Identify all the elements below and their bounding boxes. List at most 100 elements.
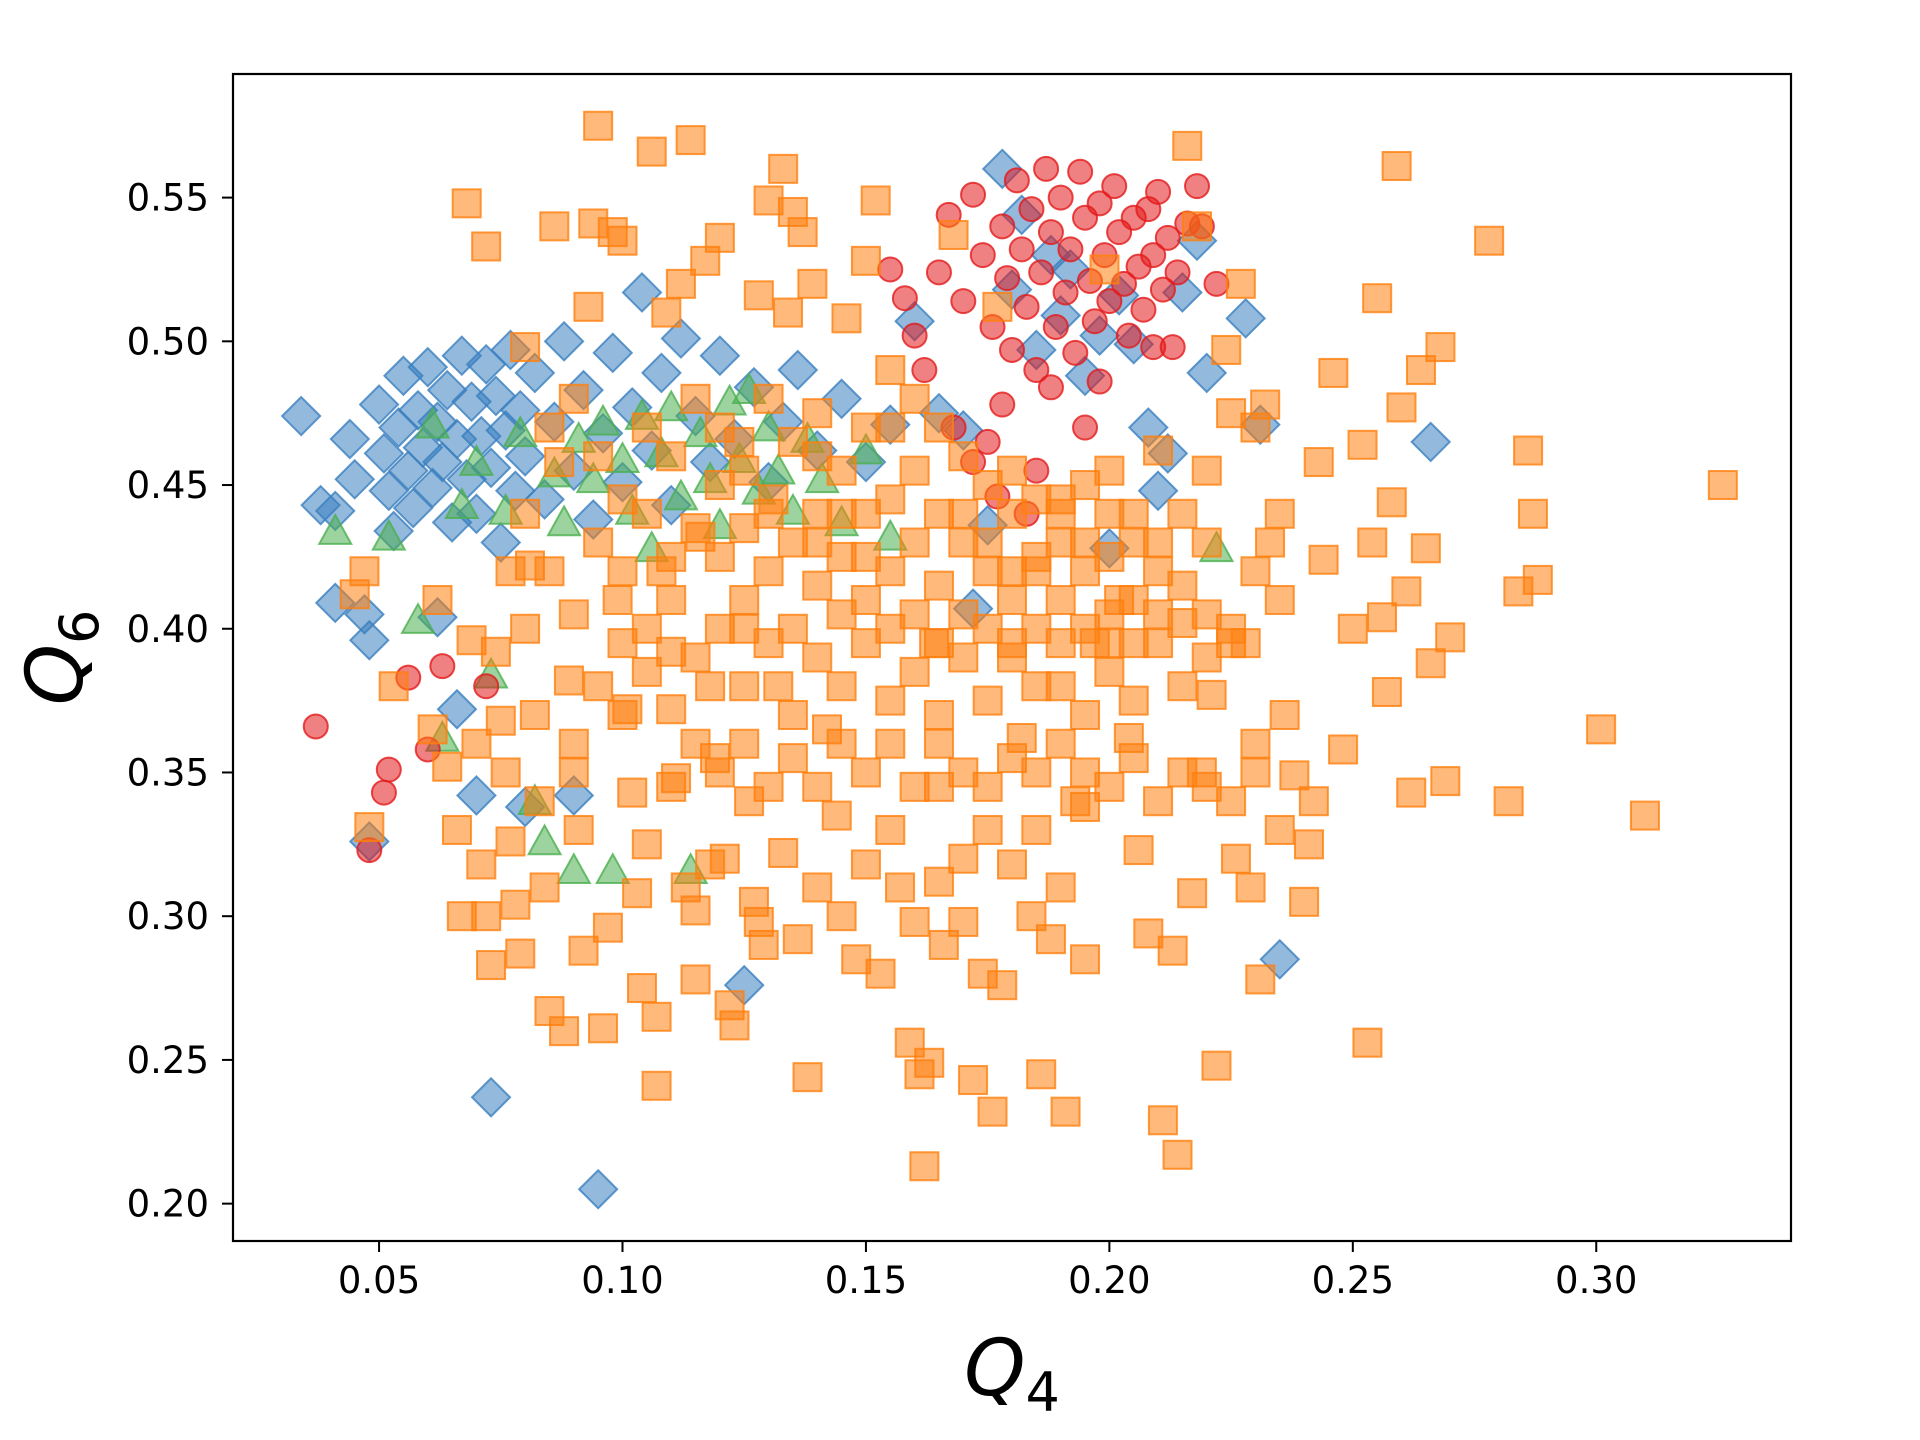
y-axis-label-subscript: 6: [48, 610, 111, 644]
x-axis-ticks: 0.05 0.10 0.15 0.20 0.25 0.30: [338, 1241, 1637, 1302]
y-tick-label: 0.45: [127, 464, 209, 507]
circle-marker: [877, 256, 904, 283]
square-marker: [1050, 1096, 1081, 1127]
square-marker: [777, 527, 808, 558]
square-marker: [948, 498, 979, 529]
square-marker: [1021, 484, 1052, 515]
square-marker: [1021, 541, 1052, 572]
triangle-marker: [502, 415, 538, 448]
square-marker: [631, 656, 662, 687]
square-marker: [656, 771, 687, 802]
square-marker: [948, 599, 979, 630]
y-axis-ticks: 0.20 0.25 0.30 0.35 0.40 0.45 0.50 0.55: [127, 177, 233, 1226]
circle-marker: [1096, 288, 1123, 315]
square-marker: [899, 771, 930, 802]
circle-marker: [302, 713, 329, 740]
square-marker: [1396, 777, 1427, 808]
square-marker: [899, 455, 930, 486]
square-marker: [1094, 771, 1125, 802]
square-marker: [704, 412, 735, 443]
square-marker: [471, 901, 502, 932]
circle-marker: [1023, 357, 1050, 384]
x-axis-label-subscript: 4: [1026, 1361, 1060, 1424]
square-marker: [1045, 484, 1076, 515]
circle-marker: [1042, 313, 1069, 340]
circle-marker: [960, 181, 987, 208]
triangle-marker: [546, 504, 582, 537]
square-marker: [923, 628, 954, 659]
square-marker: [1371, 676, 1402, 707]
square-marker: [1289, 886, 1320, 917]
circle-marker: [375, 756, 402, 783]
square-marker: [972, 527, 1003, 558]
circle-marker: [974, 428, 1001, 455]
square-marker: [417, 714, 448, 745]
square-marker: [729, 728, 760, 759]
circle-marker: [1184, 173, 1211, 200]
square-marker: [826, 728, 857, 759]
square-marker: [1167, 498, 1198, 529]
square-marker: [923, 699, 954, 730]
square-marker: [997, 455, 1027, 486]
square-marker: [802, 642, 833, 673]
square-marker: [680, 513, 711, 544]
circle-marker: [901, 322, 928, 349]
square-marker: [729, 455, 760, 486]
triangle-marker: [872, 518, 908, 551]
data-markers: [280, 110, 1738, 1210]
square-marker: [1045, 671, 1076, 702]
square-marker: [1517, 498, 1548, 529]
square-marker: [626, 973, 657, 1004]
axes-frame: [231, 72, 1793, 1243]
triangle-marker: [556, 852, 592, 885]
square-marker: [743, 280, 774, 311]
square-marker: [1707, 470, 1738, 501]
square-marker: [1240, 757, 1271, 788]
diamond-marker: [363, 433, 405, 474]
plot-area: [280, 110, 1738, 1210]
square-marker: [558, 757, 589, 788]
square-marker: [850, 412, 881, 443]
square-marker: [821, 800, 852, 831]
square-marker: [1430, 766, 1461, 797]
x-tick-label: 0.05: [338, 1259, 420, 1302]
y-tick-label: 0.35: [127, 751, 209, 794]
circle-marker: [1018, 196, 1045, 223]
square-marker: [704, 222, 735, 253]
square-marker: [1191, 642, 1222, 673]
square-marker: [972, 685, 1003, 716]
circle-marker: [1115, 322, 1142, 349]
square-marker: [461, 728, 492, 759]
square-marker: [1220, 843, 1251, 874]
y-axis-label: Q6: [11, 610, 111, 706]
square-marker: [1303, 447, 1334, 478]
triangle-marker: [444, 487, 480, 519]
square-marker: [982, 291, 1013, 322]
circle-marker: [1164, 259, 1191, 286]
square-marker: [636, 136, 667, 167]
circle-marker: [999, 336, 1025, 363]
square-marker: [831, 303, 862, 334]
square-marker: [505, 938, 536, 969]
square-marker: [875, 484, 906, 515]
square-marker: [500, 889, 531, 920]
square-marker: [802, 771, 833, 802]
square-marker: [1021, 757, 1052, 788]
square-marker: [641, 1001, 672, 1032]
square-marker: [1143, 628, 1174, 659]
square-marker: [1045, 872, 1076, 903]
square-marker: [938, 219, 969, 250]
square-marker: [704, 470, 735, 501]
square-marker: [1147, 1105, 1178, 1136]
triangle-marker: [400, 602, 436, 634]
square-marker: [1298, 786, 1329, 817]
circle-marker: [1086, 368, 1113, 395]
square-marker: [558, 728, 589, 759]
triangle-marker: [604, 441, 641, 473]
square-marker: [1293, 829, 1324, 860]
square-marker: [354, 812, 385, 843]
circle-marker: [1140, 242, 1167, 269]
square-marker: [1118, 498, 1149, 529]
square-marker: [987, 970, 1018, 1001]
